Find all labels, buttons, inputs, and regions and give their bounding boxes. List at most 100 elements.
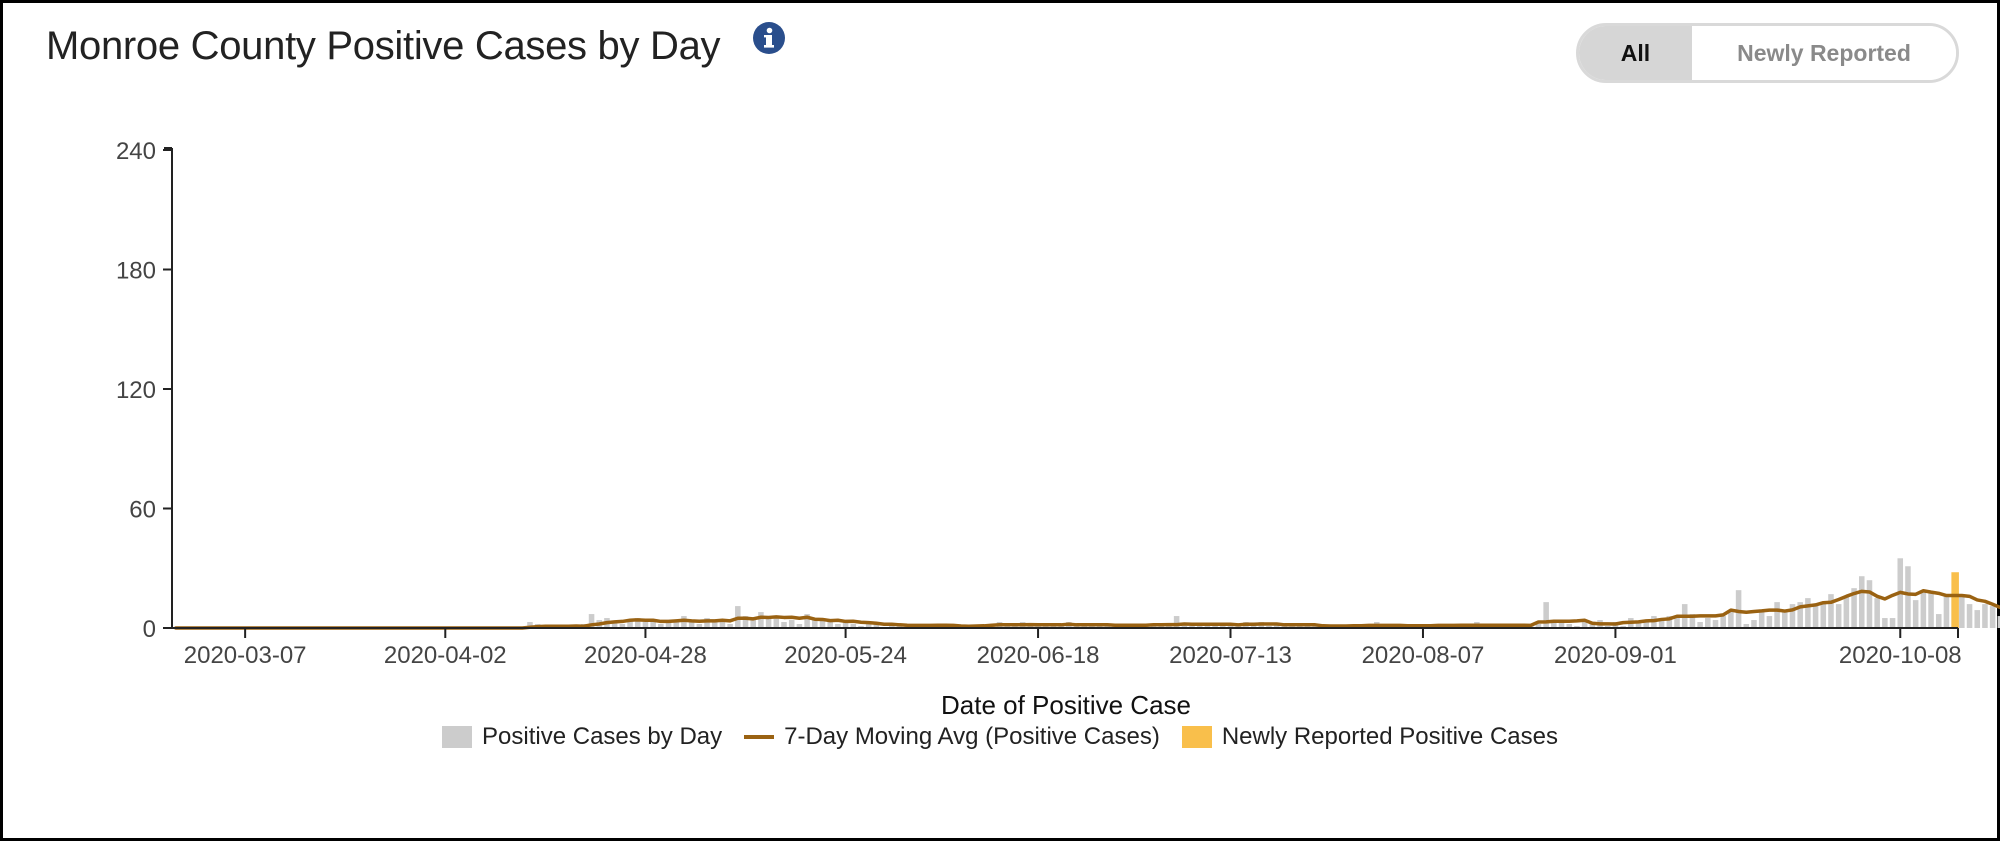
case-bar (1697, 622, 1703, 628)
case-bar (688, 622, 695, 628)
case-bar (1974, 610, 1981, 628)
legend-item-moving-avg[interactable]: 7-Day Moving Avg (Positive Cases) (744, 723, 1160, 751)
case-bar (1843, 596, 1850, 628)
case-bar (1989, 606, 1996, 628)
case-bar (527, 622, 533, 628)
case-bar (1743, 624, 1750, 628)
case-bar (1735, 590, 1742, 628)
case-bar (1589, 624, 1596, 628)
case-bar (1173, 616, 1180, 628)
case-bar (1866, 580, 1873, 628)
case-bar (1658, 620, 1665, 628)
case-bar (1551, 622, 1557, 628)
case-bar (711, 620, 718, 628)
case-bar (1196, 624, 1203, 628)
case-bar (1920, 590, 1927, 628)
case-bar (1982, 604, 1988, 628)
case-bar (1273, 624, 1280, 628)
case-bar (796, 624, 803, 628)
legend-swatch-newly-reported (1181, 726, 1212, 748)
cases-bar-chart: 0 60 120 180 240 2020-03-07 2020-04-02 2020-04-… (116, 138, 2000, 720)
toggle-newly-reported-button[interactable]: Newly Reported (1692, 26, 1956, 80)
case-bar (619, 624, 626, 628)
case-bar (773, 618, 780, 628)
legend-item-cases[interactable]: Positive Cases by Day (442, 723, 722, 751)
case-bar (1835, 604, 1842, 628)
y-tick-label: 60 (129, 497, 156, 524)
case-bar (1859, 576, 1865, 628)
case-bar (650, 620, 656, 628)
case-bar (1751, 620, 1757, 628)
case-bar (765, 616, 772, 628)
x-tick-label: 2020-08-07 (1362, 642, 1485, 669)
x-tick-label: 2020-09-01 (1554, 642, 1677, 669)
case-bar (1712, 620, 1719, 628)
case-bar (704, 618, 710, 628)
case-bar (788, 620, 795, 628)
y-tick-label: 180 (116, 258, 156, 285)
case-bar (1889, 618, 1896, 628)
case-bar (1774, 602, 1780, 628)
newly-reported-bar (1951, 572, 1959, 628)
case-bar (1758, 612, 1765, 628)
case-bar (1905, 566, 1911, 628)
case-bar (1635, 622, 1642, 628)
case-bar (1705, 618, 1711, 628)
case-bar (1766, 616, 1773, 628)
y-tick-label: 240 (116, 138, 156, 165)
case-bar (1912, 600, 1919, 628)
case-bar (1643, 620, 1649, 628)
legend-swatch-bars (442, 726, 473, 748)
case-bar (1805, 598, 1811, 629)
x-tick-label: 2020-06-18 (977, 642, 1100, 669)
legend-label-cases: Positive Cases by Day (482, 723, 723, 750)
case-bar (842, 622, 849, 628)
case-bar (588, 614, 595, 628)
case-bar (1928, 592, 1934, 628)
axes-layer: 0 60 120 180 240 2020-03-07 2020-04-02 2020-04-… (116, 138, 1962, 669)
newly-reported-layer (1951, 572, 1959, 628)
case-bar (1943, 596, 1950, 628)
case-bar (781, 622, 787, 628)
x-tick-label: 2020-03-07 (184, 642, 307, 669)
case-bar (1666, 616, 1673, 628)
x-tick-label: 2020-07-13 (1169, 642, 1292, 669)
x-tick-label: 2020-05-24 (784, 642, 907, 669)
legend-swatch-line (744, 735, 775, 739)
case-bar (1935, 614, 1942, 628)
case-bar (627, 620, 633, 628)
legend-item-newly-reported[interactable]: Newly Reported Positive Cases (1181, 723, 1558, 751)
toggle-all-button[interactable]: All (1579, 26, 1692, 80)
x-axis-title: Date of Positive Case (941, 690, 1191, 720)
case-bar (873, 622, 880, 628)
case-bar (1581, 622, 1588, 628)
bars-layer (527, 558, 2000, 629)
legend-label-moving-avg: 7-Day Moving Avg (Positive Cases) (784, 723, 1160, 750)
x-tick-label: 2020-04-28 (584, 642, 707, 669)
chart-legend: Positive Cases by Day 7-Day Moving Avg (… (0, 723, 2000, 751)
legend-label-newly-reported: Newly Reported Positive Cases (1221, 723, 1558, 750)
x-tick-label: 2020-04-02 (384, 642, 507, 669)
case-bar (642, 622, 649, 628)
chart-title: Monroe County Positive Cases by Day (46, 24, 721, 68)
case-bar (1882, 618, 1888, 628)
case-bar (1874, 598, 1880, 629)
case-bar (1828, 594, 1834, 628)
case-bar (850, 624, 857, 628)
case-bar (665, 622, 672, 628)
case-bar (742, 616, 749, 628)
case-bar (1789, 604, 1796, 628)
info-circle-icon[interactable] (753, 22, 785, 54)
case-bar (865, 624, 872, 628)
case-bar (1851, 588, 1857, 628)
case-bar (750, 620, 756, 628)
x-tick-label: 2020-10-08 (1839, 642, 1962, 669)
case-bar (1797, 602, 1803, 628)
case-bar (611, 622, 618, 628)
case-bar (804, 614, 810, 628)
case-bar (1674, 618, 1680, 628)
case-bar (827, 620, 833, 628)
case-bar (1689, 614, 1696, 628)
case-bar (758, 612, 764, 628)
